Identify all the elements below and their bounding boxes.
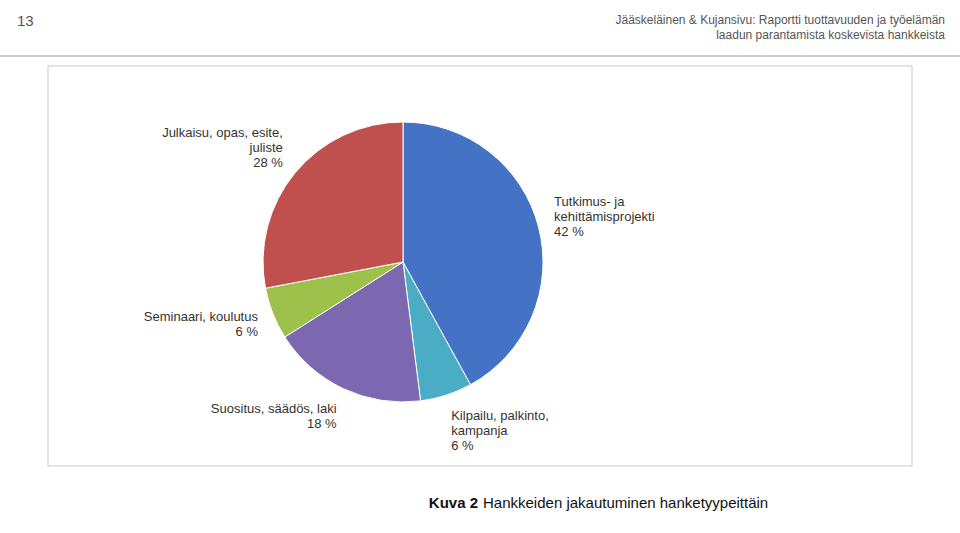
text-line: Suositus, säädös, laki	[211, 401, 337, 416]
data-label: 42 %	[554, 224, 584, 239]
text-line: Seminaari, koulutus	[144, 309, 259, 324]
text-line: Julkaisu, opas, esite,	[162, 125, 283, 140]
slice-label: Suositus, säädös, laki	[211, 401, 337, 416]
slice-label: Julkaisu, opas, esite,juliste	[162, 125, 283, 155]
data-label: 6 %	[451, 438, 474, 453]
caption-title: Kuva 2	[429, 494, 478, 511]
text-line: kehittämisprojekti	[554, 209, 655, 224]
labels: Tutkimus- jakehittämisprojekti42 % Kilpai…	[144, 125, 655, 454]
text-line: Kilpailu, palkinto,	[451, 408, 549, 423]
text-line: laadun parantamista koskevista hankkeist…	[716, 28, 945, 42]
data-label: 28 %	[253, 155, 283, 170]
pie-slice	[263, 122, 403, 288]
text-line: Jääskeläinen & Kujansivu: Raportti tuott…	[615, 13, 945, 27]
text-line: Tutkimus- ja	[554, 194, 625, 209]
data-label: 18 %	[307, 416, 337, 431]
slice-label: Kilpailu, palkinto,kampanja	[451, 408, 549, 438]
text-line: kampanja	[451, 423, 508, 438]
separator	[0, 55, 960, 57]
chart-box	[48, 66, 912, 466]
chart: 13 Jääskeläinen & Kujansivu: Raportti tuo…	[0, 0, 960, 533]
running-header: Jääskeläinen & Kujansivu: Raportti tuott…	[615, 13, 945, 42]
caption-text: Hankkeiden jakautuminen hanketyypeittäin	[483, 494, 768, 511]
pie	[263, 122, 543, 402]
slice-label: Seminaari, koulutus	[144, 309, 259, 324]
slice-label: Tutkimus- jakehittämisprojekti	[554, 194, 655, 224]
page-number: 13	[17, 12, 34, 29]
data-label: 6 %	[236, 324, 259, 339]
text-line: juliste	[249, 140, 283, 155]
